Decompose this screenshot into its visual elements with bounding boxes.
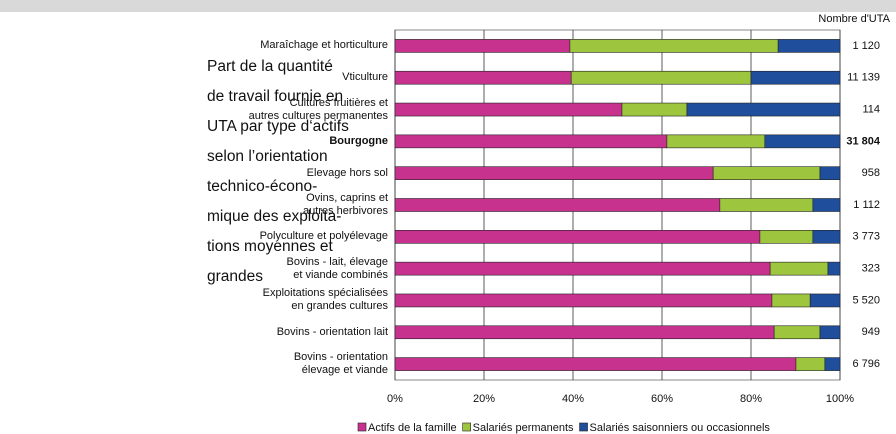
uta-count: 5 520 (852, 294, 880, 306)
category-label: Cultures fruitières et autres cultures p… (248, 96, 388, 122)
category-label: Ovins, caprins et autres herbivores (303, 192, 388, 217)
bar-segment (827, 261, 841, 276)
bar-segment (764, 134, 841, 149)
legend-label: Salariés saisonniers ou occasionnels (590, 422, 771, 434)
bar-segment (773, 325, 821, 340)
bar-segment (394, 39, 571, 53)
uta-count: 31 804 (846, 135, 881, 147)
bar-segment (394, 102, 623, 117)
uta-count: 949 (862, 326, 880, 338)
legend-label: Salariés permanents (473, 422, 574, 434)
category-label: Bourgogne (329, 134, 388, 147)
uta-title: Nombre d'UTA (818, 13, 890, 25)
bar-segment (750, 70, 841, 85)
bar-segment (394, 198, 721, 212)
category-label: Exploitations spécialisées en grandes cu… (262, 287, 388, 313)
x-tick-label: 100% (826, 393, 854, 405)
bar-segment (719, 198, 814, 212)
x-tick-label: 80% (740, 393, 762, 405)
description-line: de travail fournie en (207, 88, 344, 105)
legend-swatch (357, 422, 367, 432)
bar-segment (759, 230, 814, 244)
bar-segment (569, 39, 779, 53)
bar-segment (394, 230, 761, 244)
x-tick-label: 60% (651, 393, 673, 405)
bar-segment (394, 357, 797, 371)
category-label: Bovins - orientation lait (276, 325, 388, 338)
legend-swatch (462, 422, 471, 432)
header-band (0, 0, 896, 12)
description-line: UTA par type d‘actifs (207, 118, 349, 135)
bar-segment (666, 134, 766, 149)
bar-segment (712, 166, 821, 180)
uta-count: 323 (862, 263, 880, 275)
bar-segment (819, 325, 841, 340)
bar-segment (394, 70, 572, 85)
bar-segment (394, 293, 773, 308)
uta-count: 3 773 (852, 231, 880, 243)
uta-count: 958 (862, 167, 880, 179)
description-line: tions moyennes et (207, 238, 333, 255)
description-line: selon l’orientation (207, 148, 328, 165)
uta-count: 1 120 (852, 40, 880, 52)
bar-segment (812, 230, 841, 244)
uta-count: 11 139 (847, 72, 880, 84)
legend-label: Actifs de la famille (368, 422, 457, 434)
bar-segment (769, 261, 829, 276)
uta-count: 1 112 (853, 199, 880, 211)
description-line: Part de la quantité (207, 58, 333, 75)
category-label: Vticulture (342, 71, 388, 84)
uta-count: 114 (862, 103, 880, 115)
bar-segment (394, 261, 771, 276)
x-tick-label: 20% (473, 393, 495, 405)
description-line: technico-écono- (207, 178, 318, 195)
bar-segment (570, 70, 752, 85)
bar-segment (394, 166, 714, 180)
bar-segment (394, 134, 668, 149)
category-label: Maraîchage et horticulture (260, 39, 388, 52)
bar-segment (777, 39, 841, 53)
category-label: Elevage hors sol (306, 166, 388, 179)
description-line: grandes (207, 268, 264, 285)
bar-segment (809, 293, 841, 308)
bar-segment (394, 325, 775, 340)
bar-segment (824, 357, 841, 371)
x-tick-label: 40% (562, 393, 584, 405)
bar-segment (812, 198, 841, 212)
category-label: Bovins - orientation élevage et viande (293, 351, 388, 377)
uta-count: 6 796 (852, 358, 880, 370)
bar-segment (795, 357, 826, 371)
bar-segment (771, 293, 811, 308)
bar-segment (686, 102, 841, 117)
description-line: mique des exploita- (207, 208, 342, 225)
bar-segment (819, 166, 841, 180)
bar-segment (621, 102, 688, 117)
category-label: Polyculture et polyélevage (259, 230, 388, 243)
legend-swatch (579, 422, 588, 432)
category-label: Bovins - lait, élevage et viande combiné… (286, 255, 389, 281)
x-tick-label: 0% (387, 393, 403, 405)
